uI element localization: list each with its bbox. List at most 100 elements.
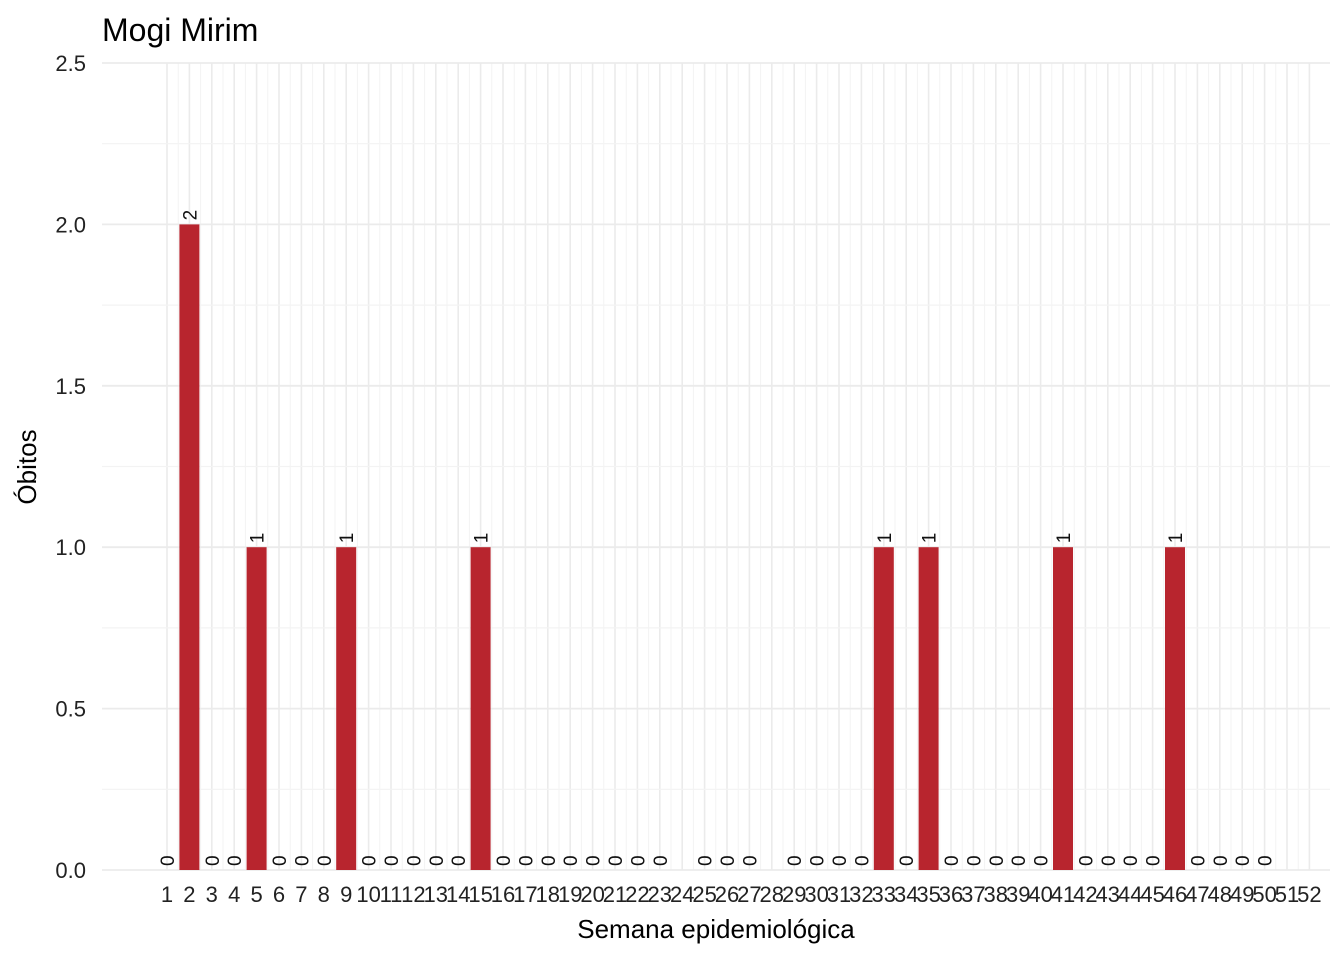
x-tick-label: 6 bbox=[273, 882, 285, 907]
x-tick-label: 28 bbox=[760, 882, 784, 907]
data-label: 1 bbox=[248, 533, 269, 544]
x-tick-label: 45 bbox=[1140, 882, 1164, 907]
x-tick-label: 33 bbox=[872, 882, 896, 907]
data-label: 0 bbox=[740, 855, 761, 866]
data-label: 0 bbox=[584, 855, 605, 866]
y-tick-label: 1.0 bbox=[55, 535, 86, 560]
data-label: 0 bbox=[1256, 855, 1277, 866]
x-tick-label: 9 bbox=[340, 882, 352, 907]
x-tick-label: 26 bbox=[715, 882, 739, 907]
data-label: 0 bbox=[270, 855, 291, 866]
grid bbox=[102, 62, 1330, 871]
x-tick-label: 11 bbox=[380, 882, 403, 907]
data-label: 0 bbox=[225, 855, 246, 866]
x-tick-label: 27 bbox=[737, 882, 761, 907]
x-tick-label: 40 bbox=[1028, 882, 1052, 907]
data-label: 0 bbox=[494, 855, 515, 866]
data-label: 0 bbox=[852, 855, 873, 866]
data-label: 0 bbox=[651, 855, 672, 866]
x-tick-label: 21 bbox=[603, 882, 627, 907]
bar bbox=[918, 547, 939, 870]
data-label: 0 bbox=[1099, 855, 1120, 866]
data-label: 0 bbox=[539, 855, 560, 866]
x-tick-label: 4 bbox=[228, 882, 240, 907]
y-tick-label: 2.0 bbox=[55, 212, 86, 237]
x-tick-label: 15 bbox=[468, 882, 492, 907]
data-label: 0 bbox=[718, 855, 739, 866]
data-label: 0 bbox=[449, 855, 470, 866]
x-tick-label: 46 bbox=[1163, 882, 1187, 907]
data-label: 0 bbox=[830, 855, 851, 866]
x-tick-label: 30 bbox=[804, 882, 828, 907]
x-tick-label: 8 bbox=[318, 882, 330, 907]
data-label: 0 bbox=[1009, 855, 1030, 866]
x-tick-label: 18 bbox=[536, 882, 560, 907]
x-tick-label: 16 bbox=[491, 882, 515, 907]
data-label: 0 bbox=[292, 855, 313, 866]
bar bbox=[1053, 547, 1073, 870]
data-label: 0 bbox=[1076, 855, 1097, 866]
x-tick-label: 52 bbox=[1297, 882, 1321, 907]
data-label: 0 bbox=[360, 855, 381, 866]
x-tick-label: 51 bbox=[1275, 882, 1299, 907]
x-tick-label: 49 bbox=[1230, 882, 1254, 907]
x-tick-label: 29 bbox=[782, 882, 806, 907]
x-tick-label: 1 bbox=[161, 882, 173, 907]
x-tick-label: 2 bbox=[183, 882, 195, 907]
bar bbox=[179, 224, 200, 870]
bar bbox=[873, 547, 894, 870]
data-label: 0 bbox=[1188, 855, 1209, 866]
x-tick-label: 41 bbox=[1051, 882, 1075, 907]
data-label: 0 bbox=[427, 855, 448, 866]
x-tick-label: 5 bbox=[250, 882, 262, 907]
bar bbox=[470, 547, 491, 870]
data-label: 1 bbox=[920, 533, 941, 544]
x-tick-label: 38 bbox=[984, 882, 1008, 907]
data-label: 0 bbox=[696, 855, 717, 866]
data-label: 0 bbox=[404, 855, 425, 866]
y-tick-label: 0.5 bbox=[55, 697, 86, 722]
x-tick-label: 25 bbox=[692, 882, 716, 907]
x-tick-label: 34 bbox=[894, 882, 918, 907]
chart-title: Mogi Mirim bbox=[102, 12, 258, 48]
x-tick-label: 37 bbox=[961, 882, 985, 907]
data-label: 1 bbox=[1054, 533, 1075, 544]
x-tick-labels: 1 2 3 4 5 6 7 8 9 1011121314151617181920212223242… bbox=[161, 882, 1322, 907]
data-label: 0 bbox=[561, 855, 582, 866]
data-label: 1 bbox=[875, 533, 896, 544]
bar bbox=[246, 547, 267, 870]
data-label: 0 bbox=[628, 855, 649, 866]
x-tick-label: 13 bbox=[424, 882, 448, 907]
y-tick-label: 1.5 bbox=[55, 374, 86, 399]
data-label: 0 bbox=[203, 855, 224, 866]
data-label: 0 bbox=[158, 855, 179, 866]
data-label: 1 bbox=[1166, 533, 1187, 544]
x-tick-label: 23 bbox=[648, 882, 672, 907]
data-label: 0 bbox=[1211, 855, 1232, 866]
x-tick-label: 7 bbox=[295, 882, 307, 907]
x-tick-label: 32 bbox=[849, 882, 873, 907]
data-label: 0 bbox=[942, 855, 963, 866]
x-tick-label: 10 bbox=[356, 882, 380, 907]
data-label: 0 bbox=[785, 855, 806, 866]
x-tick-label: 42 bbox=[1073, 882, 1097, 907]
bars bbox=[179, 224, 1185, 870]
y-axis-title: Óbitos bbox=[12, 429, 42, 504]
x-tick-label: 19 bbox=[558, 882, 582, 907]
data-label: 0 bbox=[1144, 855, 1165, 866]
y-tick-label: 0.0 bbox=[55, 858, 86, 883]
data-label: 0 bbox=[1032, 855, 1053, 866]
y-tick-label: 2.5 bbox=[55, 51, 86, 76]
x-tick-label: 35 bbox=[916, 882, 940, 907]
x-tick-label: 47 bbox=[1185, 882, 1209, 907]
data-label: 0 bbox=[1233, 855, 1254, 866]
data-label: 0 bbox=[1121, 855, 1142, 866]
x-tick-label: 12 bbox=[401, 882, 425, 907]
data-label: 0 bbox=[382, 855, 403, 866]
x-tick-label: 36 bbox=[939, 882, 963, 907]
data-label: 0 bbox=[516, 855, 537, 866]
bar bbox=[336, 547, 357, 870]
x-tick-label: 31 bbox=[827, 882, 851, 907]
x-tick-label: 43 bbox=[1096, 882, 1120, 907]
